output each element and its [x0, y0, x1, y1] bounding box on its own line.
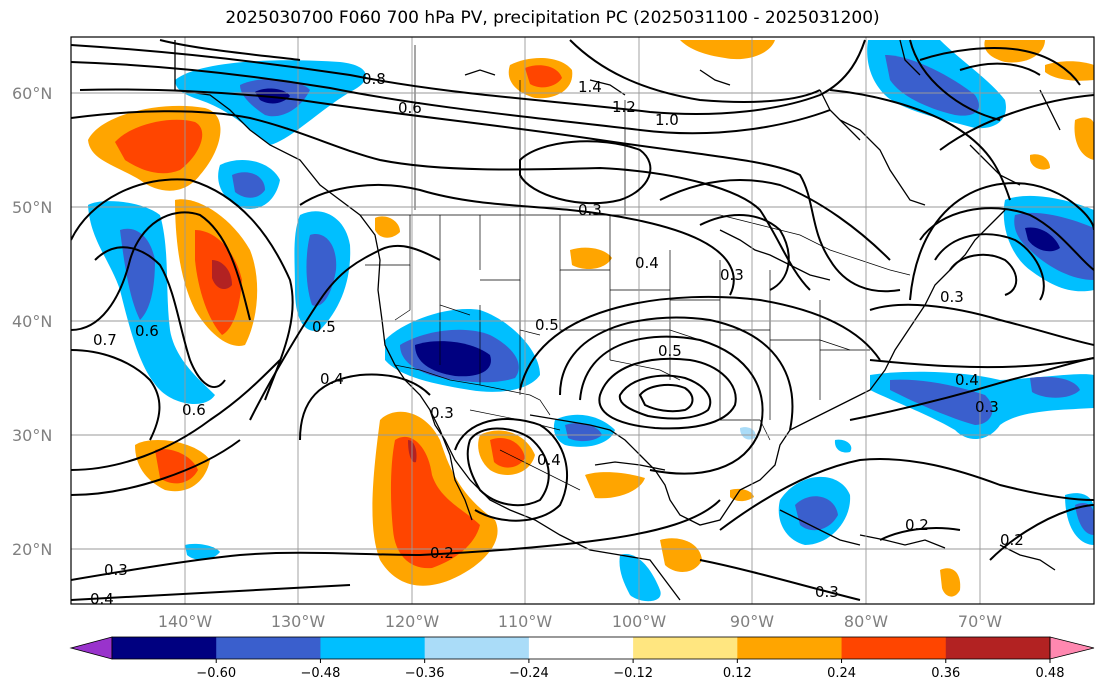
- contour-label: 0.3: [940, 288, 964, 306]
- colorbar-tick-label: −0.24: [509, 666, 549, 681]
- lon-label-90w: 90°W: [730, 612, 774, 631]
- colorbar-segment: [945, 637, 1051, 659]
- precip-shading: [88, 40, 1094, 602]
- colorbar-tick-label: 0.12: [723, 666, 752, 681]
- contour-label: 1.2: [612, 98, 636, 116]
- contour-label: 0.3: [430, 404, 454, 422]
- colorbar-segment: [841, 637, 947, 659]
- contour-label: 0.3: [815, 583, 839, 601]
- colorbar-border: [111, 636, 1051, 660]
- lon-label-140w: 140°W: [158, 612, 213, 631]
- contour-label: 0.4: [537, 451, 561, 469]
- latitude-labels: 60°N 50°N 40°N 30°N 20°N: [12, 84, 52, 559]
- contour-label: 1.4: [578, 78, 602, 96]
- contour-label: 0.4: [635, 254, 659, 272]
- colorbar-tick-label: −0.12: [613, 666, 653, 681]
- longitude-labels: 140°W 130°W 120°W 110°W 100°W 90°W 80°W …: [158, 612, 1002, 631]
- map-title: 2025030700 F060 700 hPa PV, precipitatio…: [225, 8, 880, 28]
- lon-label-130w: 130°W: [271, 612, 326, 631]
- contour-label: 0.3: [578, 201, 602, 219]
- contour-label: 0.3: [975, 398, 999, 416]
- map-frame: [70, 36, 1095, 605]
- contour-label: 0.2: [1000, 531, 1024, 549]
- colorbar-segment: [112, 637, 217, 659]
- lat-label-30n: 30°N: [12, 426, 52, 445]
- lat-label-40n: 40°N: [12, 312, 52, 331]
- colorbar-tick-label: 0.24: [827, 666, 856, 681]
- lon-label-80w: 80°W: [844, 612, 888, 631]
- colorbar-extend-high: [1049, 636, 1095, 660]
- contour-label: 0.5: [312, 318, 336, 336]
- political-borders: [360, 45, 911, 491]
- contour-label: 0.5: [535, 316, 559, 334]
- contour-label: 0.8: [362, 70, 386, 88]
- colorbar-tick-label: 0.48: [1036, 666, 1065, 681]
- lat-label-60n: 60°N: [12, 84, 52, 103]
- colorbar-segment: [528, 637, 634, 659]
- colorbar-segment: [216, 637, 321, 659]
- contour-label: 0.4: [320, 370, 344, 388]
- contour-label-group: 0.8 0.6 1.4 1.2 1.0 0.3 0.4 0.5 0.7 0.6 …: [90, 70, 1024, 608]
- contour-label: 0.4: [90, 590, 114, 608]
- lon-label-70w: 70°W: [958, 612, 1002, 631]
- lon-label-100w: 100°W: [612, 612, 667, 631]
- contour-label: 0.6: [182, 401, 206, 419]
- contour-label: 1.0: [655, 111, 679, 129]
- colorbar-segment: [737, 637, 843, 659]
- colorbar-extend-low: [69, 636, 113, 660]
- colorbar-tick-label: −0.36: [405, 666, 445, 681]
- contour-label: 0.2: [430, 544, 454, 562]
- pv-contours: [71, 39, 1094, 601]
- colorbar-tick-label: 0.36: [931, 666, 960, 681]
- lon-label-120w: 120°W: [385, 612, 440, 631]
- colorbar-segment: [424, 637, 530, 659]
- contour-label: 0.7: [93, 331, 117, 349]
- lon-label-110w: 110°W: [498, 612, 553, 631]
- contour-label: 0.2: [905, 516, 929, 534]
- colorbar-tick-label: −0.60: [196, 666, 236, 681]
- contour-label: 0.6: [135, 322, 159, 340]
- colorbar-segment: [320, 637, 426, 659]
- lat-label-20n: 20°N: [12, 540, 52, 559]
- contour-label: 0.3: [104, 561, 128, 579]
- contour-label: 0.5: [658, 342, 682, 360]
- colorbar: −0.60 −0.48 −0.36 −0.24 −0.12 0.12 0.24 0.36 0.4…: [69, 636, 1095, 681]
- contour-label: 0.4: [955, 371, 979, 389]
- contour-label: 0.6: [398, 99, 422, 117]
- lat-label-50n: 50°N: [12, 198, 52, 217]
- contour-label: 0.3: [720, 266, 744, 284]
- colorbar-tick-label: −0.48: [301, 666, 341, 681]
- coastlines: [174, 39, 1061, 601]
- colorbar-segment: [633, 637, 738, 659]
